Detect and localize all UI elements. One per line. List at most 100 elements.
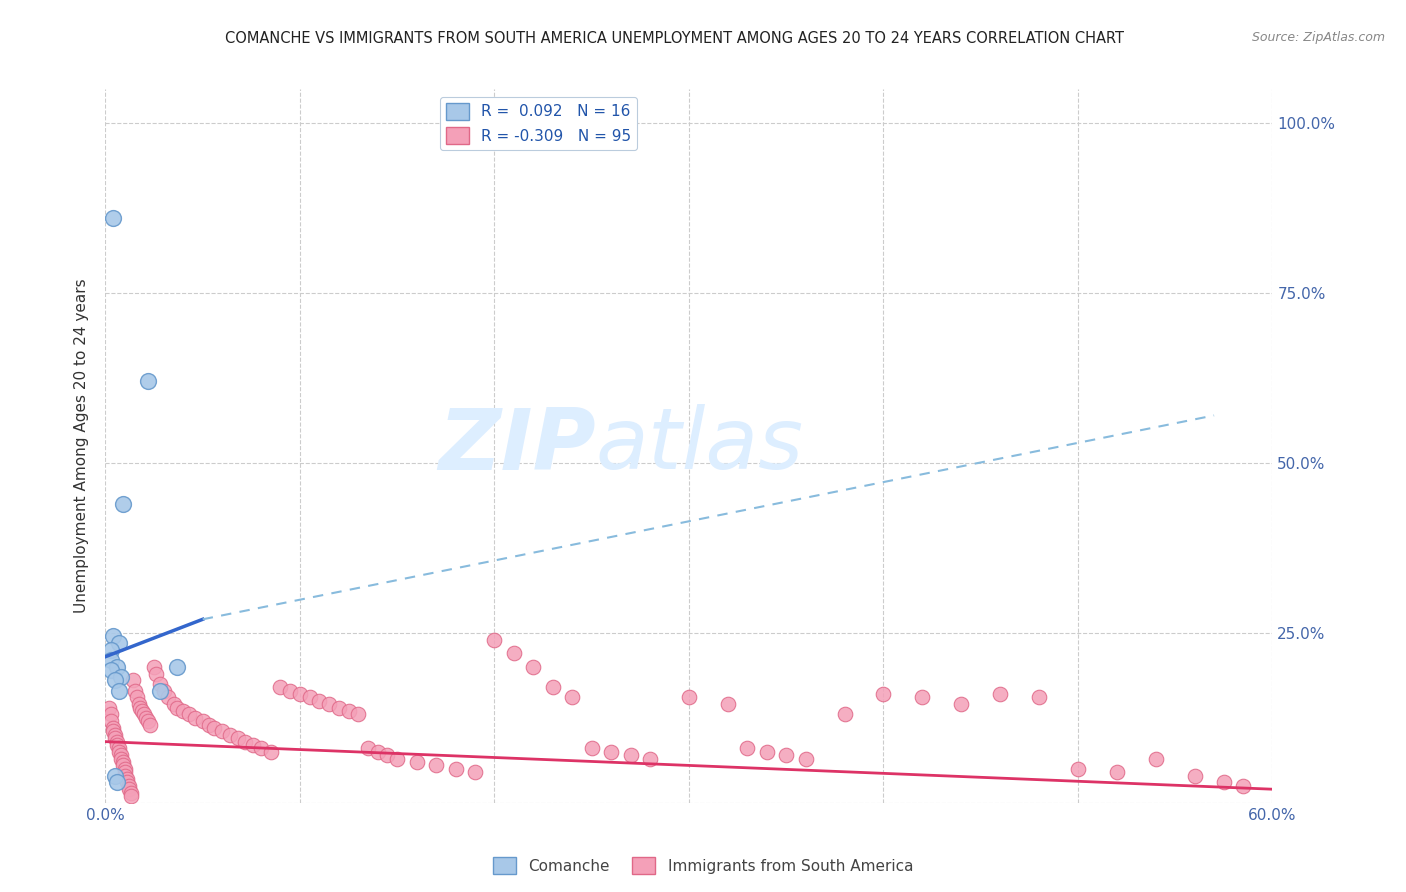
Point [110,748,132,763]
Point [172,704,194,718]
Point [135,711,157,725]
Point [118,779,141,793]
Point [377,748,399,763]
Point [298,690,321,705]
Point [166,700,188,714]
Point [134,707,156,722]
Point [120,789,142,803]
Point [103,629,125,643]
Point [105,775,128,789]
Point [308,694,330,708]
Point [131,704,153,718]
Point [337,704,360,718]
Point [950,698,973,712]
Point [162,698,184,712]
Text: Source: ZipAtlas.com: Source: ZipAtlas.com [1251,31,1385,45]
Legend: R =  0.092   N = 16, R = -0.309   N = 95: R = 0.092 N = 16, R = -0.309 N = 95 [440,97,637,150]
Point [177,707,200,722]
Legend: Comanche, Immigrants from South America: Comanche, Immigrants from South America [486,851,920,880]
Point [522,660,544,674]
Point [98,700,121,714]
Point [108,745,131,759]
Point [105,660,128,674]
Point [166,660,188,674]
Point [1028,690,1050,705]
Point [250,741,273,756]
Point [405,755,427,769]
Point [136,375,159,389]
Point [347,707,370,722]
Point [260,745,283,759]
Point [367,745,389,759]
Point [202,721,225,735]
Point [219,728,242,742]
Point [775,748,797,763]
Point [1144,751,1167,765]
Point [104,769,127,783]
Point [149,683,172,698]
Point [139,717,162,731]
Point [678,690,700,705]
Point [125,690,148,705]
Point [288,687,311,701]
Point [121,673,143,688]
Point [717,698,740,712]
Point [145,666,167,681]
Point [103,721,125,735]
Point [484,632,506,647]
Point [191,714,214,729]
Point [100,653,122,667]
Point [561,690,583,705]
Point [357,741,380,756]
Point [110,670,132,684]
Point [385,751,408,765]
Point [444,762,467,776]
Point [114,769,136,783]
Point [115,775,138,789]
Point [108,683,131,698]
Point [235,734,257,748]
Point [638,751,661,765]
Point [108,741,131,756]
Point [104,673,127,688]
Point [104,731,127,746]
Point [464,765,486,780]
Text: COMANCHE VS IMMIGRANTS FROM SOUTH AMERICA UNEMPLOYMENT AMONG AGES 20 TO 24 YEARS: COMANCHE VS IMMIGRANTS FROM SOUTH AMERIC… [225,31,1125,46]
Point [1105,765,1128,780]
Point [184,711,207,725]
Point [111,497,134,511]
Point [103,211,125,226]
Point [328,700,350,714]
Point [318,698,340,712]
Point [100,643,122,657]
Point [100,663,122,677]
Point [581,741,603,756]
Point [128,698,150,712]
Point [115,772,138,786]
Point [1067,762,1090,776]
Point [100,714,122,729]
Point [124,683,146,698]
Point [226,731,249,746]
Point [108,636,131,650]
Point [103,724,125,739]
Point [156,690,179,705]
Point [111,755,134,769]
Point [149,677,172,691]
Point [211,724,233,739]
Point [872,687,894,701]
Point [619,748,641,763]
Text: atlas: atlas [596,404,804,488]
Point [242,738,264,752]
Point [988,687,1011,701]
Point [269,680,292,694]
Point [425,758,447,772]
Point [105,734,128,748]
Point [110,751,132,765]
Y-axis label: Unemployment Among Ages 20 to 24 years: Unemployment Among Ages 20 to 24 years [75,278,90,614]
Point [153,683,174,698]
Point [737,741,759,756]
Point [114,765,136,780]
Point [1184,769,1206,783]
Text: ZIP: ZIP [437,404,596,488]
